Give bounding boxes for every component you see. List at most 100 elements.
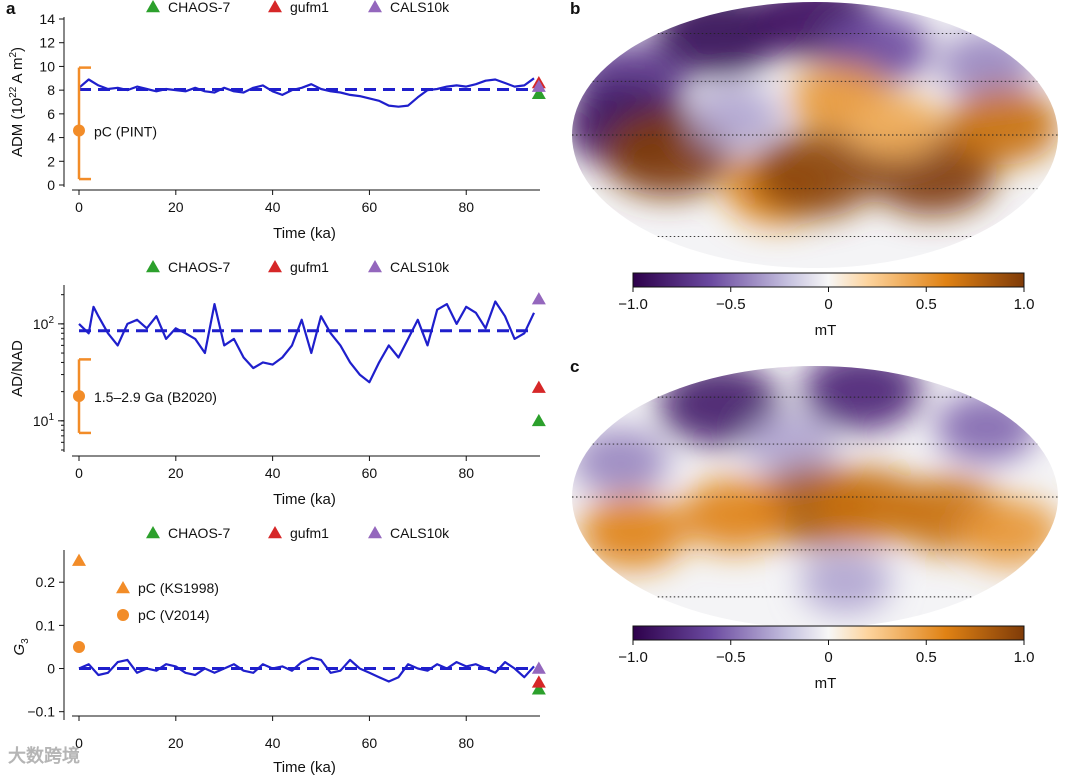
x-tick-label: 40 (265, 465, 281, 481)
legend-label: gufm1 (290, 0, 329, 15)
colorbar-tick-label: −0.5 (716, 649, 746, 666)
map-b-graticule (572, 34, 1058, 237)
colorbar-tick-label: 0.5 (916, 296, 937, 313)
marker-cals10k (531, 79, 546, 92)
adm-chart: 0 20 40 60 80 Time (ka) 0 2 4 6 8 10 12 14 ADM (1022 A… (8, 0, 546, 242)
y-tick-label: 0 (47, 661, 55, 677)
colorbar-tick-label: −1.0 (618, 296, 648, 313)
field-blob (751, 131, 879, 218)
watermark: 大数跨境 (8, 746, 80, 767)
legend-label: CHAOS-7 (168, 0, 230, 15)
marker-gufm1 (531, 380, 546, 393)
map-c (572, 350, 1058, 628)
x-tick-label: 60 (362, 735, 378, 751)
map-c-graticule (572, 397, 1058, 598)
legend-marker (268, 0, 282, 13)
field-blob (802, 366, 922, 431)
map-b (564, 0, 1058, 268)
x-tick-label: 80 (458, 465, 474, 481)
x-tick-label: 40 (265, 199, 281, 215)
legend-label: CALS10k (390, 259, 450, 275)
colorbar-c: −1.0 −0.5 0 0.5 1.0 mT (618, 625, 1035, 692)
marker-gufm1 (531, 675, 546, 688)
marker-chaos-7 (531, 682, 546, 695)
legend-label: CALS10k (390, 0, 450, 15)
y-tick-label: 101 (33, 412, 55, 429)
errorbar-point (73, 124, 85, 137)
field-blob (847, 92, 945, 159)
legend-marker (368, 526, 382, 539)
errorbar-point (73, 390, 85, 403)
x-tick-label: 40 (265, 735, 281, 751)
y-tick-label: 6 (47, 106, 55, 122)
map-c-field (572, 366, 1058, 614)
marker-cals10k (531, 292, 546, 305)
y-tick-label: −0.1 (27, 704, 55, 720)
y-tick-label: 102 (33, 315, 55, 332)
x-tick-label: 20 (168, 199, 184, 215)
colorbar-tick-label: 1.0 (1014, 649, 1035, 666)
marker-pc-v2014- (73, 640, 85, 653)
x-axis-label: Time (ka) (273, 759, 336, 776)
field-blob (799, 551, 892, 614)
colorbar-tick-label: 0 (824, 296, 832, 313)
errorbar-label: 1.5–2.9 Ga (B2020) (94, 389, 217, 405)
field-blob (958, 497, 1058, 568)
x-tick-label: 20 (168, 465, 184, 481)
legend-marker (146, 526, 160, 539)
x-tick-label: 0 (75, 199, 83, 215)
legend-marker (268, 526, 282, 539)
panel-label-a: a (6, 0, 16, 18)
y-tick-label: 2 (47, 153, 55, 169)
series-line (78, 300, 535, 384)
y-tick-label: 0 (47, 177, 55, 193)
colorbar-b: −1.0 −0.5 0 0.5 1.0 mT (618, 272, 1035, 339)
marker-cals10k (531, 661, 546, 674)
x-axis-label: Time (ka) (273, 225, 336, 242)
errorbar-label: pC (PINT) (94, 123, 157, 139)
field-blob (935, 392, 1038, 463)
marker-chaos-7 (531, 413, 546, 427)
annot-marker-v2014 (117, 609, 129, 621)
field-blob (744, 412, 837, 476)
legend-marker (146, 0, 160, 13)
x-tick-label: 0 (75, 735, 83, 751)
y-axis-label: AD/NAD (9, 340, 26, 397)
g3-chart: 0 20 40 60 80 Time (ka) −0.1 0 0.1 0.2 G3 CHAOS-7 gu… (11, 525, 546, 776)
field-blob (579, 495, 688, 570)
field-blob (680, 478, 789, 552)
field-blob (572, 428, 669, 495)
y-tick-label: 4 (47, 130, 55, 146)
panel-label-b: b (570, 0, 580, 18)
legend-label: CHAOS-7 (168, 259, 230, 275)
ad-nad-chart: 0 20 40 60 80 Time (ka) 101 102 AD/NAD CHAOS-7 guf… (9, 259, 546, 508)
y-tick-label: 14 (39, 11, 55, 27)
x-tick-label: 60 (362, 199, 378, 215)
x-tick-label: 80 (458, 735, 474, 751)
legend-label: gufm1 (290, 259, 329, 275)
y-tick-label: 0.2 (36, 574, 56, 590)
y-axis-label: G3 (11, 638, 31, 656)
marker-pc-ks1998- (72, 553, 86, 566)
annot-marker-ks1998 (116, 581, 130, 594)
colorbar-tick-label: 1.0 (1014, 296, 1035, 313)
field-blob (946, 87, 1058, 165)
legend-marker (368, 0, 382, 13)
colorbar-tick-label: −1.0 (618, 649, 648, 666)
legend-marker (268, 260, 282, 273)
legend-label: gufm1 (290, 525, 329, 541)
legend-label: CHAOS-7 (168, 525, 230, 541)
panel-label-c: c (570, 357, 579, 376)
y-tick-label: 0.1 (36, 617, 56, 633)
colorbar-label: mT (815, 322, 837, 339)
colorbar-gradient (632, 625, 1025, 641)
marker-chaos-7 (531, 86, 546, 99)
field-blob (938, 31, 1036, 98)
colorbar-label: mT (815, 675, 837, 692)
map-b-field (572, 2, 1058, 226)
series-line (78, 656, 535, 683)
annot-label-v2014: pC (V2014) (138, 607, 210, 623)
legend-label: CALS10k (390, 525, 450, 541)
annot-label-ks1998: pC (KS1998) (138, 580, 219, 596)
